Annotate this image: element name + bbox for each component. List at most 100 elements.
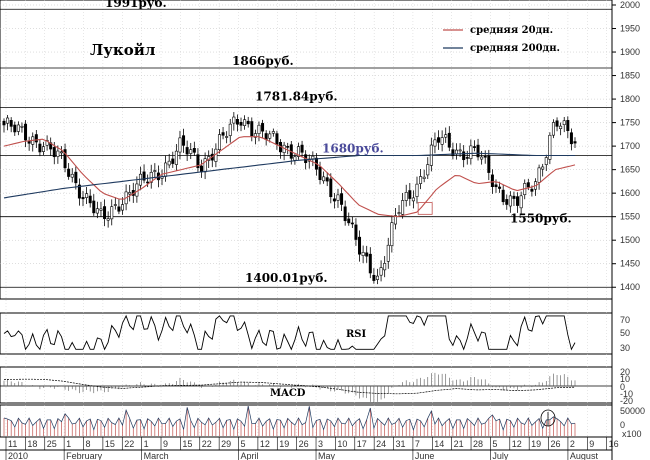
candle-up xyxy=(548,134,552,160)
month-label: July xyxy=(492,451,509,460)
candle-up xyxy=(386,244,390,262)
candle-up xyxy=(551,122,555,136)
date-tick-label: 24 xyxy=(376,439,386,449)
candle-up xyxy=(243,119,247,126)
candle-down xyxy=(92,200,96,214)
candle-up xyxy=(401,200,405,215)
price-tick-label: 1400 xyxy=(620,282,640,292)
price-level-label: 1400.01руб. xyxy=(245,271,328,285)
candle-down xyxy=(67,168,71,177)
price-tick-label: 1800 xyxy=(620,94,640,104)
price-level-label: 1991руб. xyxy=(105,0,167,10)
panel-frames xyxy=(0,0,613,460)
candle-down xyxy=(171,158,175,164)
candle-down xyxy=(77,184,81,199)
date-tick-label: 16 xyxy=(609,439,619,449)
candle-up xyxy=(106,218,110,221)
candle-down xyxy=(368,253,372,274)
month-label: August xyxy=(570,451,599,460)
candle-up xyxy=(411,197,415,202)
date-tick-label: 28 xyxy=(473,439,483,449)
date-tick-label: 1 xyxy=(144,439,149,449)
candle-down xyxy=(63,149,67,169)
candle-down xyxy=(451,149,455,156)
candle-up xyxy=(361,252,365,256)
candle-down xyxy=(103,206,107,219)
candle-down xyxy=(569,132,573,145)
candle-up xyxy=(135,183,139,197)
date-tick-label: 10 xyxy=(337,439,347,449)
candle-up xyxy=(164,162,168,177)
price-tick-label: 1700 xyxy=(620,141,640,151)
candle-up xyxy=(56,150,60,157)
candle-up xyxy=(42,146,46,152)
volume-tick-label: 50000 xyxy=(620,406,645,416)
price-tick-label: 1550 xyxy=(620,212,640,222)
rsi-tick-label: 50 xyxy=(620,328,630,338)
candle-up xyxy=(426,164,430,176)
candle-up xyxy=(128,192,132,195)
date-tick-label: 2 xyxy=(570,439,575,449)
candle-down xyxy=(465,157,469,159)
candle-down xyxy=(24,123,28,141)
candle-down xyxy=(246,120,250,125)
candle-up xyxy=(519,195,523,209)
candle-up xyxy=(480,156,484,160)
candle-up xyxy=(20,125,24,128)
candle-down xyxy=(192,148,196,153)
candle-up xyxy=(422,176,426,179)
date-tick-label: 3 xyxy=(318,439,323,449)
candle-down xyxy=(196,154,200,169)
candle-down xyxy=(332,198,336,202)
date-tick-label: 25 xyxy=(47,439,57,449)
candle-up xyxy=(178,137,182,153)
candle-up xyxy=(444,134,448,138)
candle-up xyxy=(544,157,548,165)
candle-up xyxy=(296,146,300,157)
candle-down xyxy=(555,120,559,127)
moving-averages xyxy=(3,136,576,218)
macd-tick-label: -10 xyxy=(620,389,633,399)
indicator-panels xyxy=(0,314,612,436)
candle-down xyxy=(81,197,85,200)
month-label: April xyxy=(241,451,259,460)
candle-down xyxy=(38,143,42,153)
candle-down xyxy=(239,121,243,126)
candle-up xyxy=(189,149,193,154)
candle-up xyxy=(99,208,103,211)
candle-down xyxy=(476,144,480,158)
candle-down xyxy=(9,120,13,127)
candle-down xyxy=(200,165,204,173)
candle-up xyxy=(379,267,383,276)
date-tick-label: 12 xyxy=(512,439,522,449)
candle-up xyxy=(217,134,221,150)
chart-title: Лукойл xyxy=(90,41,156,59)
candle-down xyxy=(117,206,121,212)
price-tick-label: 1750 xyxy=(620,118,640,128)
candle-up xyxy=(110,206,114,220)
candle-up xyxy=(559,125,563,129)
price-tick-label: 1900 xyxy=(620,47,640,57)
macd-tick-label: 0 xyxy=(620,382,625,392)
candle-up xyxy=(336,194,340,201)
candle-up xyxy=(458,149,462,152)
candle-down xyxy=(250,121,254,137)
date-tick-label: 9 xyxy=(163,439,168,449)
candlestick-series xyxy=(2,112,577,285)
candle-down xyxy=(34,134,38,143)
candle-down xyxy=(13,124,17,133)
date-tick-label: 8 xyxy=(86,439,91,449)
legend-label-ma200: средняя 200дн. xyxy=(470,43,560,54)
date-tick-label: 17 xyxy=(357,439,367,449)
ma20-line xyxy=(3,136,576,218)
price-tick-label: 2000 xyxy=(620,0,640,10)
candle-up xyxy=(397,212,401,214)
candle-down xyxy=(286,146,290,148)
candle-up xyxy=(393,215,397,225)
date-tick-label: 26 xyxy=(299,439,309,449)
volume-tick-label: 0 xyxy=(620,420,625,430)
candle-down xyxy=(437,137,441,143)
month-label: 2010 xyxy=(8,451,28,460)
candle-up xyxy=(537,167,541,183)
date-tick-label: 29 xyxy=(221,439,231,449)
